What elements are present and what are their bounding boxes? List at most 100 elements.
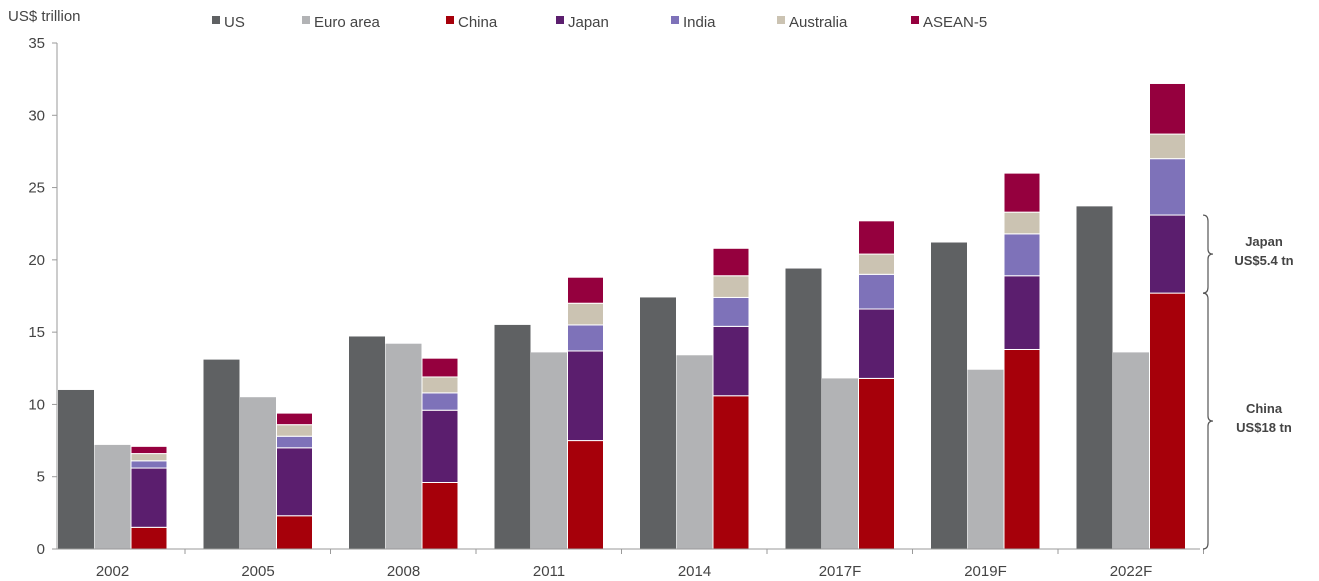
annotations: Japan US$5.4 tn China US$18 tn: [1202, 214, 1294, 550]
y-axis-unit-label: US$ trillion: [8, 8, 81, 25]
bar-segment-japan-2014: [712, 325, 750, 397]
legend-swatch: [911, 16, 919, 24]
bar-segment-china-2002: [130, 526, 168, 550]
bar-segment-india-2019f: [1003, 233, 1041, 277]
annotation-china: China US$18 tn: [1202, 292, 1292, 550]
legend-item-japan: Japan: [556, 14, 609, 31]
bar-euro-area-2017f: [822, 378, 858, 549]
y-axis: 0 5 10 15 20 25 30 35: [28, 35, 58, 558]
bar-segment-asean-5-2014: [712, 247, 750, 277]
bar-us-2005: [203, 359, 240, 549]
bar-euro-area-2014: [676, 355, 713, 549]
legend-swatch: [556, 16, 564, 24]
bar-group-2011: [494, 276, 604, 550]
bar-us-2002: [58, 389, 94, 549]
legend-item-asean-5: ASEAN-5: [911, 14, 987, 31]
bar-segment-china-2019f: [1003, 348, 1041, 550]
bar-segment-india-2022f: [1149, 158, 1186, 216]
legend-item-india: India: [671, 14, 716, 31]
bar-segment-australia-2011: [567, 302, 604, 326]
bar-euro-area-2005: [240, 397, 276, 549]
bar-us-2014: [640, 297, 676, 549]
bar-euro-area-2008: [385, 343, 422, 549]
legend-item-australia: Australia: [777, 14, 848, 31]
legend-item-euro-area: Euro area: [302, 14, 381, 31]
bar-segment-asean-5-2008: [421, 357, 459, 378]
bar-segment-asean-5-2017f: [858, 220, 895, 255]
y-tick-label: 0: [37, 541, 45, 558]
bar-segment-japan-2005: [276, 447, 313, 517]
bar-us-2008: [349, 336, 385, 549]
bar-segment-australia-2005: [276, 424, 313, 437]
bar-segment-japan-2017f: [858, 308, 895, 379]
legend: US Euro area China Japan India Australia ASEAN…: [212, 14, 987, 31]
bar-segment-japan-2008: [421, 409, 459, 483]
bar-us-2017f: [785, 268, 822, 549]
bar-segment-australia-2017f: [858, 253, 895, 275]
bar-group-2017f: [785, 220, 895, 550]
bar-segment-australia-2019f: [1003, 211, 1041, 235]
bars: [58, 82, 1186, 550]
bar-segment-japan-2011: [567, 350, 604, 442]
bar-euro-area-2002: [94, 444, 131, 549]
bar-group-2008: [349, 336, 459, 550]
bar-us-2022f: [1076, 206, 1113, 549]
legend-label: Japan: [568, 14, 609, 31]
legend-label: US: [224, 14, 245, 31]
bar-segment-asean-5-2002: [130, 445, 168, 455]
legend-label: China: [458, 14, 498, 31]
bar-group-2005: [203, 359, 313, 550]
bar-segment-asean-5-2022f: [1149, 82, 1186, 135]
bar-us-2011: [494, 324, 531, 549]
legend-swatch: [446, 16, 454, 24]
annotation-brace: [1202, 214, 1214, 294]
bar-segment-asean-5-2005: [276, 412, 313, 426]
annotation-text: Japan: [1245, 234, 1283, 249]
legend-swatch: [302, 16, 310, 24]
bar-euro-area-2011: [531, 352, 567, 549]
legend-item-us: US: [212, 14, 245, 31]
bar-segment-asean-5-2019f: [1003, 172, 1041, 213]
legend-swatch: [212, 16, 220, 24]
y-tick-label: 20: [28, 252, 45, 269]
legend-label: India: [683, 14, 716, 31]
bar-segment-india-2002: [130, 460, 168, 469]
annotation-text: US$18 tn: [1236, 420, 1292, 435]
bar-segment-india-2017f: [858, 273, 895, 310]
y-tick-label: 15: [28, 324, 45, 341]
bar-group-2022f: [1076, 82, 1186, 550]
y-tick-label: 10: [28, 396, 45, 413]
annotation-text: China: [1246, 401, 1283, 416]
legend-label: ASEAN-5: [923, 14, 987, 31]
x-tick-label: 2011: [533, 563, 565, 580]
x-tick-label: 2022F: [1110, 563, 1153, 580]
bar-segment-asean-5-2011: [567, 276, 604, 304]
bar-group-2002: [58, 389, 168, 550]
annotation-japan: Japan US$5.4 tn: [1202, 214, 1294, 294]
bar-segment-japan-2019f: [1003, 275, 1041, 350]
x-axis: 2002 2005 2008 2011 2014 2017F 2019F 2022F: [57, 548, 1204, 580]
bar-euro-area-2019f: [967, 369, 1004, 549]
bar-segment-china-2022f: [1149, 292, 1186, 550]
y-tick-label: 30: [28, 107, 45, 124]
bar-segment-japan-2022f: [1149, 214, 1186, 294]
bar-segment-china-2017f: [858, 377, 895, 550]
x-tick-label: 2002: [96, 563, 129, 580]
bar-euro-area-2022f: [1113, 352, 1149, 549]
legend-swatch: [777, 16, 785, 24]
legend-label: Australia: [789, 14, 848, 31]
bar-segment-india-2005: [276, 435, 313, 449]
legend-item-china: China: [446, 14, 498, 31]
x-tick-label: 2005: [241, 563, 274, 580]
bar-segment-china-2005: [276, 515, 313, 550]
x-tick-label: 2017F: [819, 563, 862, 580]
bar-segment-japan-2002: [130, 467, 168, 528]
bar-us-2019f: [931, 242, 967, 549]
legend-label: Euro area: [314, 14, 381, 31]
bar-segment-australia-2002: [130, 453, 168, 462]
bar-segment-australia-2022f: [1149, 133, 1186, 160]
bar-segment-china-2008: [421, 481, 459, 550]
bar-segment-china-2014: [712, 395, 750, 550]
x-tick-label: 2019F: [964, 563, 1007, 580]
y-tick-label: 25: [28, 180, 45, 197]
